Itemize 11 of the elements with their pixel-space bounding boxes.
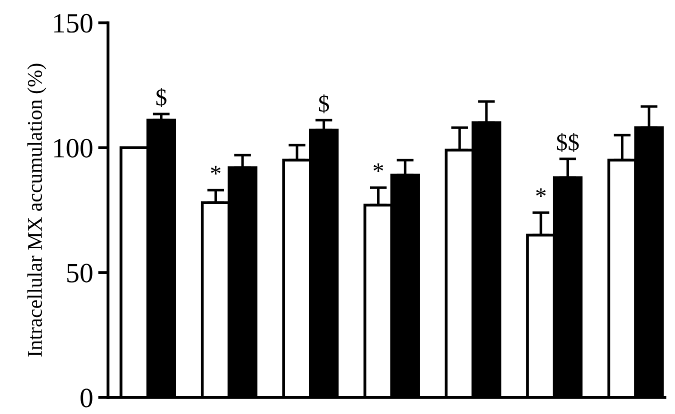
data-label: $ [318,94,330,114]
data-label: $ [156,88,166,107]
y-tick-label: 150 [54,14,92,33]
y-tick-label: 50 [67,264,92,282]
data-label: * [374,163,384,172]
data-label: $$ [556,133,579,152]
data-label: * [210,166,220,175]
y-axis-title: Intracellular MX accumulation (%) [27,64,46,357]
y-tick-label: 100 [54,138,92,158]
data-label: * [536,188,546,198]
y-tick-label: 0 [80,388,92,408]
